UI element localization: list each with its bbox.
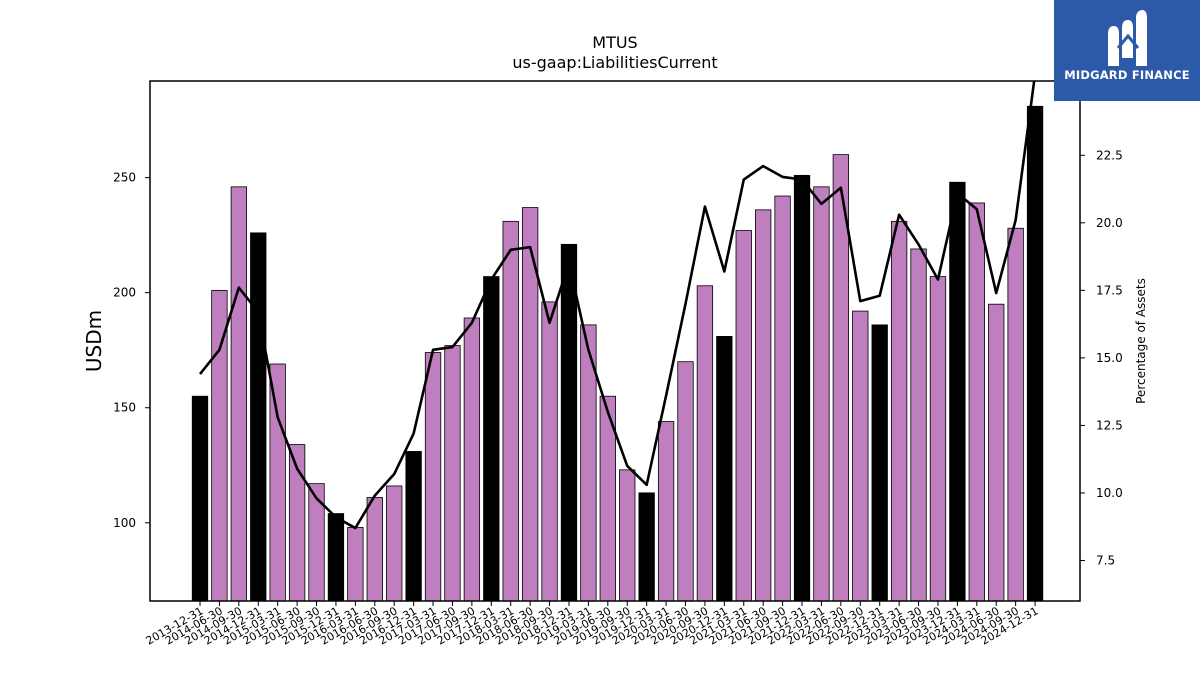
x-axis: 2013-12-312014-06-302014-09-302014-12-31… (144, 601, 1041, 648)
chart-subtitle: us-gaap:LiabilitiesCurrent (512, 53, 717, 72)
line-layer (198, 81, 1036, 530)
bars-layer (191, 105, 1044, 602)
bar-2020-03-31 (657, 421, 675, 602)
bar-2018-03-31 (502, 220, 519, 602)
plot-frame (149, 80, 1081, 602)
bar-2021-06-30 (755, 209, 772, 602)
y2-axis-label: Percentage of Assets (1134, 278, 1148, 404)
y-tick-label: 200 (113, 286, 136, 300)
chart-title: MTUS (592, 33, 637, 52)
bar-2021-03-31 (735, 230, 752, 602)
y-tick-label: 250 (113, 171, 136, 185)
bar-2023-06-30 (910, 248, 927, 602)
bar-2020-12-31 (716, 335, 733, 602)
bar-2020-06-30 (677, 361, 694, 602)
bar-2015-03-31 (269, 363, 286, 602)
bar-2018-09-30 (541, 301, 558, 602)
y2-tick-label: 12.5 (1096, 418, 1123, 432)
y2-tick-label: 17.5 (1096, 283, 1123, 297)
bar-2023-09-30 (929, 276, 947, 602)
bar-2016-09-30 (386, 485, 403, 602)
bar-2021-09-30 (774, 195, 791, 602)
y-axis-left: 100 150 200 250 (113, 171, 150, 530)
bar-2024-06-30 (988, 303, 1005, 602)
y2-tick-label: 20.0 (1096, 216, 1123, 230)
bar-2017-03-31 (424, 352, 442, 602)
bar-2017-06-30 (444, 345, 461, 602)
midgard-m-logo-icon (1108, 10, 1147, 66)
bar-2017-09-30 (463, 317, 481, 602)
bar-2024-09-30 (1007, 227, 1024, 602)
y2-tick-label: 10.0 (1096, 486, 1123, 500)
midgard-finance-logo: MIDGARD FINANCE (1054, 0, 1200, 101)
bar-2013-12-31 (191, 395, 209, 602)
bar-2019-12-31 (638, 492, 655, 602)
bar-2016-06-30 (366, 497, 383, 602)
y-tick-label: 150 (113, 401, 136, 415)
bar-2024-12-31 (1026, 105, 1044, 602)
logo-text: MIDGARD FINANCE (1064, 68, 1190, 82)
bar-2014-06-30 (211, 289, 228, 602)
bar-2016-12-31 (405, 451, 422, 602)
bar-2022-09-30 (852, 310, 869, 602)
bar-2018-12-31 (560, 243, 578, 602)
bar-2015-09-30 (308, 483, 325, 602)
y-tick-label: 100 (113, 516, 136, 530)
percentage-of-assets-line (198, 81, 1036, 530)
bar-2023-03-31 (890, 220, 908, 602)
bar-2020-09-30 (696, 285, 714, 602)
bar-2015-12-31 (327, 513, 345, 602)
y-axis-right: 7.5 10.0 12.5 15.0 17.5 20.0 22.5 (1080, 148, 1123, 567)
bar-2016-03-31 (347, 526, 364, 602)
bar-2022-03-31 (813, 186, 830, 602)
y2-tick-label: 7.5 (1096, 553, 1115, 567)
bar-2014-12-31 (250, 232, 267, 602)
bar-2021-12-31 (793, 174, 811, 602)
bar-2017-12-31 (483, 276, 500, 602)
bar-2022-12-31 (871, 324, 888, 602)
y-axis-label: USDm (82, 310, 106, 372)
bar-2023-12-31 (949, 181, 966, 602)
bar-2019-09-30 (619, 469, 636, 602)
y2-tick-label: 15.0 (1096, 351, 1123, 365)
y2-tick-label: 22.5 (1096, 148, 1123, 162)
bar-2024-03-31 (968, 202, 985, 602)
bar-2014-09-30 (230, 186, 247, 602)
